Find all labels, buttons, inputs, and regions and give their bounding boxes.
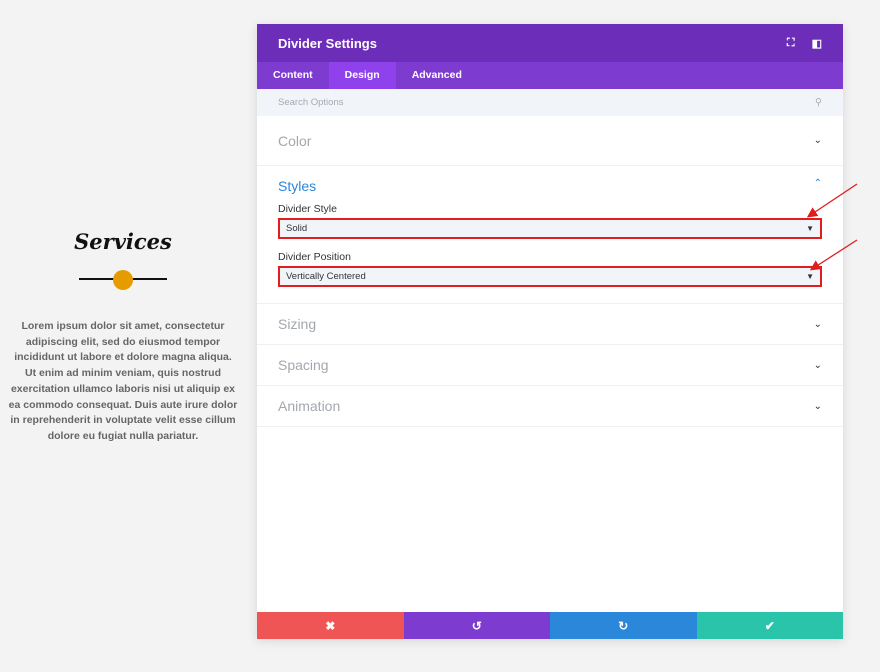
- divider-style-label: Divider Style: [278, 203, 337, 215]
- section-animation-label: Animation: [278, 398, 341, 414]
- divider-position-select[interactable]: Vertically Centered ▼: [278, 266, 822, 287]
- dropdown-arrow-icon: ▼: [806, 272, 814, 281]
- arrow-to-divider-position: [809, 239, 858, 271]
- preview-title: Services: [74, 229, 172, 254]
- section-animation[interactable]: Animation ⌄: [257, 386, 843, 427]
- chevron-down-icon: ⌄: [813, 318, 822, 330]
- modal-footer: ✖ ↺ ↻ ✔: [257, 612, 843, 639]
- section-styles-header[interactable]: Styles ⌃: [278, 178, 822, 194]
- section-styles-label: Styles: [278, 178, 317, 194]
- divider-style-value: Solid: [286, 223, 308, 234]
- fullscreen-icon[interactable]: ⛶: [786, 36, 795, 49]
- undo-icon: ↺: [471, 618, 482, 633]
- undo-button[interactable]: ↺: [403, 612, 550, 639]
- divider-dot: [113, 270, 133, 290]
- close-icon: ✖: [325, 618, 336, 633]
- section-styles: Styles ⌃ Divider Style Solid ▼ Divider Pos…: [257, 166, 843, 304]
- sidebar-toggle-icon[interactable]: ◧: [811, 37, 822, 50]
- section-sizing[interactable]: Sizing ⌄: [257, 304, 843, 345]
- divider-style-select[interactable]: Solid ▼: [278, 218, 822, 239]
- section-spacing[interactable]: Spacing ⌄: [257, 345, 843, 386]
- redo-icon: ↻: [618, 618, 629, 633]
- section-spacing-label: Spacing: [278, 357, 329, 373]
- dropdown-arrow-icon: ▼: [806, 224, 814, 233]
- search-options-input[interactable]: Search Options ⚲: [257, 89, 843, 116]
- chevron-up-icon: ⌃: [813, 178, 822, 189]
- tab-advanced[interactable]: Advanced: [411, 69, 462, 81]
- search-placeholder: Search Options: [278, 97, 344, 108]
- modal-header: Divider Settings ⛶ ◧: [257, 24, 843, 62]
- modal-tabs: Content Design Advanced: [257, 62, 843, 89]
- tab-design[interactable]: Design: [328, 62, 396, 89]
- save-button[interactable]: ✔: [696, 612, 843, 639]
- cancel-button[interactable]: ✖: [257, 612, 404, 639]
- section-color[interactable]: Color ⌄: [257, 116, 843, 166]
- check-icon: ✔: [764, 618, 775, 633]
- chevron-down-icon: ⌄: [813, 359, 822, 371]
- divider-position-value: Vertically Centered: [286, 271, 366, 282]
- modal-title: Divider Settings: [278, 35, 377, 51]
- settings-modal: Divider Settings ⛶ ◧ Content Design Adva…: [257, 24, 843, 639]
- tab-content[interactable]: Content: [273, 69, 313, 81]
- search-icon: ⚲: [815, 97, 822, 108]
- preview-divider: [79, 270, 167, 290]
- redo-button[interactable]: ↻: [550, 612, 697, 639]
- arrow-to-divider-style: [806, 183, 858, 218]
- divider-position-label: Divider Position: [278, 251, 351, 263]
- preview-module: Services Lorem ipsum dolor sit amet, con…: [0, 220, 246, 445]
- section-sizing-label: Sizing: [278, 316, 317, 332]
- chevron-down-icon: ⌄: [813, 135, 822, 146]
- chevron-down-icon: ⌄: [813, 400, 822, 412]
- preview-body: Lorem ipsum dolor sit amet, consectetur …: [8, 320, 238, 442]
- section-color-label: Color: [278, 132, 312, 149]
